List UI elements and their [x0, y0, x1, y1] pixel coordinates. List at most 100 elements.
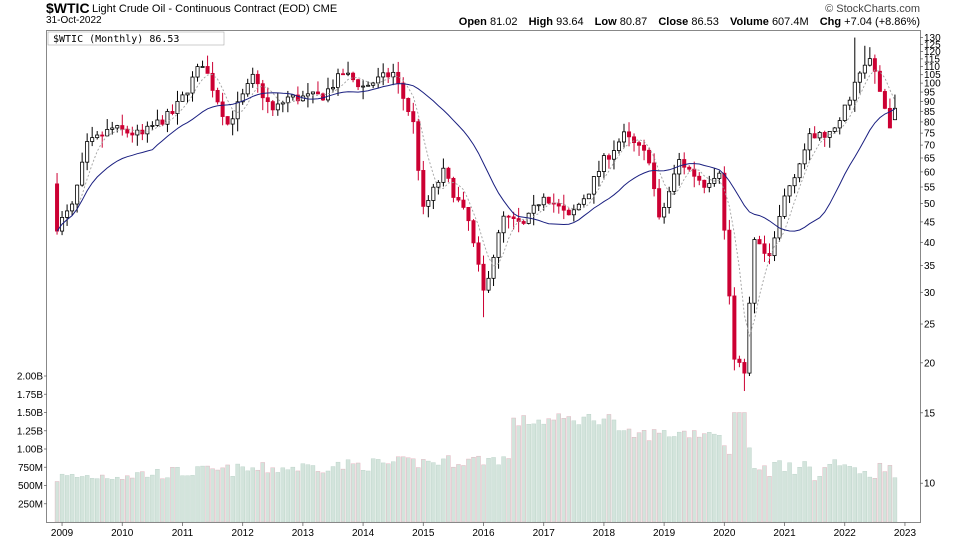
candle-body: [105, 129, 110, 137]
price-tick-label: 125: [924, 40, 941, 51]
candle-body: [215, 90, 220, 103]
volume-bar: [747, 447, 752, 523]
candle-body: [862, 64, 867, 74]
candle-body: [837, 120, 842, 129]
volume-bar: [872, 478, 878, 523]
candle-body: [822, 132, 827, 138]
volume-bar: [506, 458, 511, 523]
volume-bar: [541, 423, 546, 523]
volume-bar: [411, 458, 416, 523]
low-label: Low: [594, 16, 617, 28]
volume-bar: [360, 470, 366, 523]
volume-bar: [350, 463, 356, 523]
volume-bar: [656, 432, 662, 523]
volume-bar: [626, 428, 632, 523]
volume-bar: [671, 436, 677, 523]
candle-body: [325, 88, 330, 101]
price-tick-label: 40: [924, 238, 936, 249]
volume-bar: [195, 466, 200, 523]
volume-bar: [396, 456, 401, 523]
candle-body: [265, 97, 270, 103]
volume-bar: [812, 480, 817, 523]
candle-body: [351, 72, 356, 81]
volume-bar: [842, 464, 847, 523]
candle-body: [601, 155, 606, 172]
volume-bar: [320, 472, 326, 523]
volume-bar: [335, 461, 341, 523]
candle-body: [842, 104, 847, 121]
volume-bar: [822, 467, 827, 523]
volume-bar: [295, 470, 301, 523]
volume-bar: [566, 416, 572, 523]
volume-bar: [421, 459, 426, 523]
volume-tick-label: 500M: [18, 481, 43, 492]
volume-bar: [717, 435, 722, 523]
volume-axis: 2.00B 1.75B 1.50B 1.25B 1.00B 750M 500M 250M: [17, 372, 47, 510]
candle-body: [230, 118, 235, 125]
candle-body: [70, 203, 75, 212]
volume-bar: [646, 440, 652, 523]
price-tick-label: 80: [924, 117, 936, 128]
volume-bar: [697, 436, 702, 523]
candle-body: [531, 204, 536, 214]
volume-bar: [576, 424, 582, 523]
candle-body: [797, 163, 802, 179]
volume-bar: [441, 458, 446, 523]
candle-body: [521, 221, 526, 224]
volume-bar: [391, 461, 396, 523]
candle-body: [85, 141, 90, 163]
volume-tick-label: 1.75B: [17, 390, 43, 401]
candle-body: [270, 101, 275, 111]
price-tick-label: 15: [924, 408, 936, 419]
brand-label: © StockCharts.com: [825, 3, 920, 15]
candle-body: [742, 362, 747, 374]
volume-bar: [250, 467, 255, 523]
volume-bar: [165, 477, 170, 523]
candle-body: [692, 168, 697, 177]
volume-bar: [882, 471, 888, 523]
volume-bar: [225, 464, 230, 523]
candle-body: [346, 72, 351, 75]
candle-body: [737, 358, 742, 363]
candle-body: [170, 111, 175, 114]
candle-body: [331, 87, 336, 90]
chart-date: 31-Oct-2022: [46, 15, 102, 26]
volume-bar: [230, 476, 235, 523]
candle-body: [336, 73, 341, 88]
volume-bar: [862, 471, 868, 523]
volume-bar: [205, 465, 210, 523]
price-tick-label: 70: [924, 141, 936, 152]
candle-body: [456, 197, 461, 201]
volume-bar: [877, 462, 883, 523]
volume-bar: [170, 467, 175, 523]
volume-bar: [135, 472, 140, 523]
candle-body: [100, 134, 105, 137]
candle-body: [622, 131, 627, 143]
volume-bar: [651, 429, 657, 523]
candle-body: [411, 111, 416, 123]
candle-body: [536, 204, 541, 207]
candle-body: [130, 132, 135, 136]
volume-bar: [406, 457, 411, 523]
volume-bar: [636, 432, 642, 523]
volume-bar: [105, 478, 110, 523]
volume-bar: [481, 464, 486, 523]
candle-body: [200, 66, 205, 68]
candle-body: [747, 302, 752, 374]
candle-body: [461, 199, 466, 208]
volume-tick-label: 2.00B: [17, 372, 43, 383]
volume-bar: [340, 468, 346, 523]
volume-bar: [892, 477, 898, 523]
candle-body: [426, 200, 431, 207]
volume-bar: [511, 417, 516, 523]
volume-bar: [551, 419, 556, 523]
volume-bar: [235, 463, 240, 523]
high-label: High: [528, 16, 554, 28]
candle-body: [466, 207, 471, 222]
volume-bar: [722, 445, 727, 523]
candle-body: [581, 198, 586, 205]
volume-bar: [110, 479, 115, 523]
volume-bar: [596, 424, 602, 523]
